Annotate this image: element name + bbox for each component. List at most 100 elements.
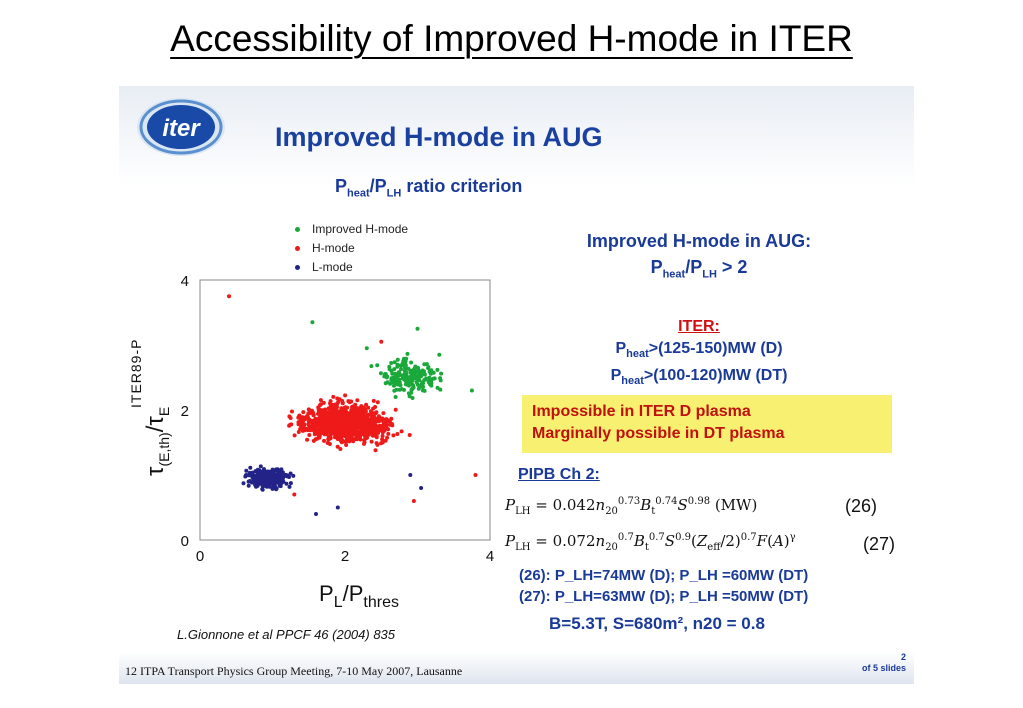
data-point [397,377,402,382]
data-point [319,424,324,429]
legend-item-lmode: L-mode [295,258,408,277]
data-point [393,407,398,412]
data-point [393,371,398,376]
data-point [350,404,355,409]
data-point [322,438,326,443]
footer-band [119,652,914,684]
data-point [315,424,319,429]
data-point [342,432,347,437]
y-tick-label: 4 [181,273,189,290]
slide: iter Improved H-mode in AUG Pheat/PLH ra… [119,86,914,684]
data-point [388,381,393,386]
data-point [389,361,394,365]
data-point [347,418,352,423]
data-point [331,394,336,399]
data-point [326,434,331,439]
data-point [339,435,344,440]
data-point [272,478,277,483]
data-point [410,387,415,391]
data-point [326,423,331,428]
data-point [285,473,290,478]
data-point [306,423,311,427]
data-point [241,481,246,486]
data-point [335,432,339,437]
data-point [416,365,420,370]
data-point [372,415,377,420]
data-point [325,428,330,433]
data-point [395,357,400,362]
data-point [364,419,369,424]
data-point [382,374,387,379]
data-point [353,410,358,415]
data-point [428,382,432,387]
data-point [287,484,292,489]
data-point [253,475,258,479]
data-point [416,378,421,382]
data-point [275,468,279,473]
slide-header-band [119,86,914,186]
data-point [316,405,321,410]
data-point [311,438,316,443]
data-point [374,418,379,423]
svg-text:τ(E,th)/τE: τ(E,th)/τE [142,407,172,476]
data-point [288,481,293,486]
data-point [348,437,353,442]
data-point [380,440,385,445]
x-axis-label: PL/Pthres [319,581,399,611]
data-point [296,430,301,434]
data-point [260,483,265,488]
data-point [369,364,374,369]
data-point [346,399,351,404]
data-point [349,433,354,438]
data-point [335,402,339,407]
data-point [373,433,378,438]
data-point [268,475,273,480]
data-point [290,409,294,414]
data-point [426,365,431,370]
data-point [311,413,316,418]
x-tick-label: 4 [486,548,494,565]
pipb-title: PIPB Ch 2: [518,466,600,483]
data-point [343,410,348,415]
data-point [437,352,442,357]
y-axis-tick-labels: 0 2 4 [181,273,189,550]
data-point [386,427,391,432]
data-point [291,473,296,478]
warning-line: Marginally possible in DT plasma [532,425,785,442]
data-point [310,320,315,325]
data-point [378,416,383,421]
iter-title: ITER: [678,318,720,335]
data-point [396,373,401,378]
data-point [420,368,425,373]
data-point [310,423,315,428]
data-point [399,363,404,368]
data-point [393,395,398,399]
data-point [373,448,378,453]
data-point [359,427,364,432]
data-point [363,436,368,441]
data-point [438,378,443,383]
data-point [364,346,369,351]
data-point [358,437,363,442]
data-point [316,411,320,416]
equation-number-27: (27) [863,534,896,554]
data-point [356,423,361,428]
data-point [302,422,307,427]
data-point [392,388,397,393]
data-point [375,400,380,405]
data-point [405,351,410,356]
data-point [392,367,397,372]
data-point [344,416,349,421]
data-point [426,378,431,383]
result-26: (26): P_LH=74MW (D); P_LH =60MW (DT) [519,567,809,584]
iter-requirements: ITER: Pheat>(125-150)MW (D) Pheat>(100-1… [549,316,849,392]
data-point [469,388,474,393]
data-point [408,374,413,379]
data-point [375,363,380,368]
data-point [422,362,427,367]
data-point [305,437,310,442]
data-point [411,499,416,503]
data-point [274,487,279,492]
slide-heading: Improved H-mode in AUG [275,122,603,152]
data-point [399,429,404,434]
